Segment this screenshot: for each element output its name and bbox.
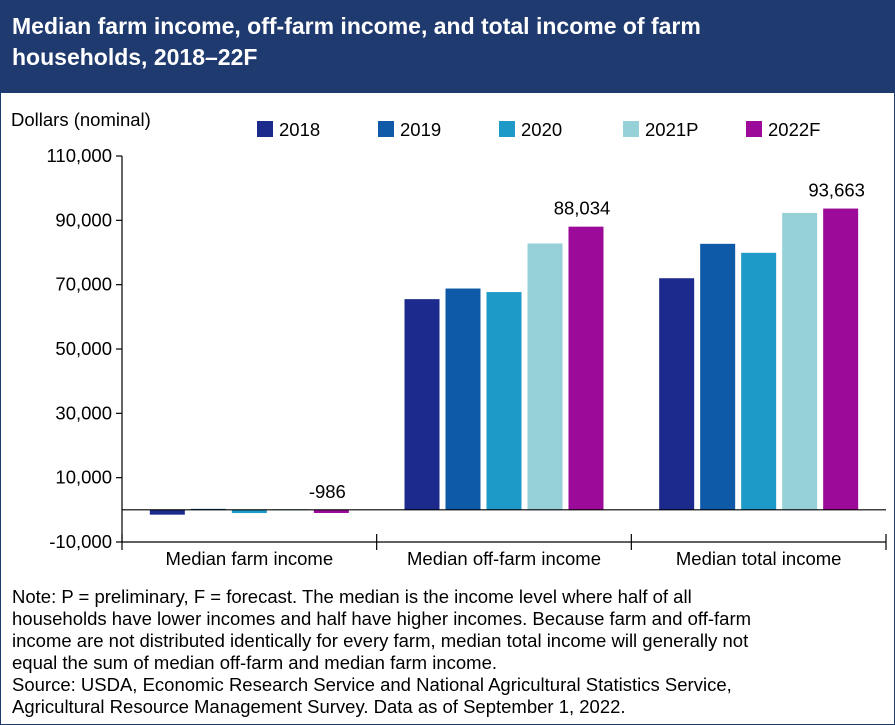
x-axis: Median farm income Median off-farm income… [121,509,887,569]
bar-2019-1 [445,288,481,510]
bar-2021p-2 [782,212,818,510]
data-labels: -986 88,034 93,663 [309,180,865,502]
note-line: Note: P = preliminary, F = forecast. The… [12,586,692,607]
title-bar: Median farm income, off-farm income, and… [1,1,894,93]
data-label: 93,663 [808,180,865,201]
legend-label-2018: 2018 [279,119,320,140]
bar-2020-1 [486,292,522,510]
note-line: equal the sum of median off-farm and med… [12,652,498,673]
chart-title-line-1: Median farm income, off-farm income, and… [12,13,701,39]
y-axis: -10,000 10,000 30,000 50,000 70,000 90,000 110… [47,145,123,552]
bar-2018-2 [659,278,695,510]
legend-swatch-2018 [257,121,273,137]
y-tick-label: 30,000 [55,402,112,423]
y-tick-label: 90,000 [55,209,112,230]
note-line: Source: USDA, Economic Research Service … [12,674,732,695]
bar-2018-0 [149,509,185,515]
legend-swatch-2020 [499,121,515,137]
legend-label-2021p: 2021P [645,119,699,140]
legend-swatch-2022f [746,121,762,137]
chart-title: Median farm income, off-farm income, and… [12,11,872,73]
bar-2018-1 [404,299,440,510]
y-tick-label: 110,000 [47,145,113,166]
bar-2020-0 [231,509,267,514]
legend-label-2019: 2019 [400,119,441,140]
data-label: -986 [309,481,346,502]
bar-2022f-2 [823,208,859,510]
data-label: 88,034 [554,198,611,219]
legend-swatch-2021p [623,121,639,137]
note-line: Agricultural Resource Management Survey.… [12,696,626,717]
x-category-label: Median off-farm income [407,548,601,569]
y-tick-label: -10,000 [49,531,112,552]
chart-legend: 2018 2019 2020 2021P 2022F [257,119,820,140]
legend-swatch-2019 [378,121,394,137]
bars [149,208,859,515]
y-tick-label: 50,000 [55,338,112,359]
legend-label-2020: 2020 [521,119,562,140]
note-line: households have lower incomes and half h… [12,608,752,629]
y-tick-label: 10,000 [55,467,112,488]
note-line: income are not distributed identically f… [12,630,749,651]
y-axis-label: Dollars (nominal) [11,109,151,130]
bar-2019-2 [700,243,736,510]
y-tick-label: 70,000 [55,274,112,295]
x-category-label: Median farm income [166,548,334,569]
bar-2021p-1 [527,243,563,510]
notes-block: Note: P = preliminary, F = forecast. The… [12,586,892,718]
bar-2022f-0 [313,509,349,514]
x-category-label: Median total income [676,548,842,569]
chart-title-line-2: households, 2018–22F [12,44,258,70]
bar-2022f-1 [568,226,604,510]
bar-chart: Dollars (nominal) 2018 2019 2020 2021P 2022F… [11,109,887,569]
bar-2020-2 [741,252,777,510]
legend-label-2022f: 2022F [768,119,820,140]
